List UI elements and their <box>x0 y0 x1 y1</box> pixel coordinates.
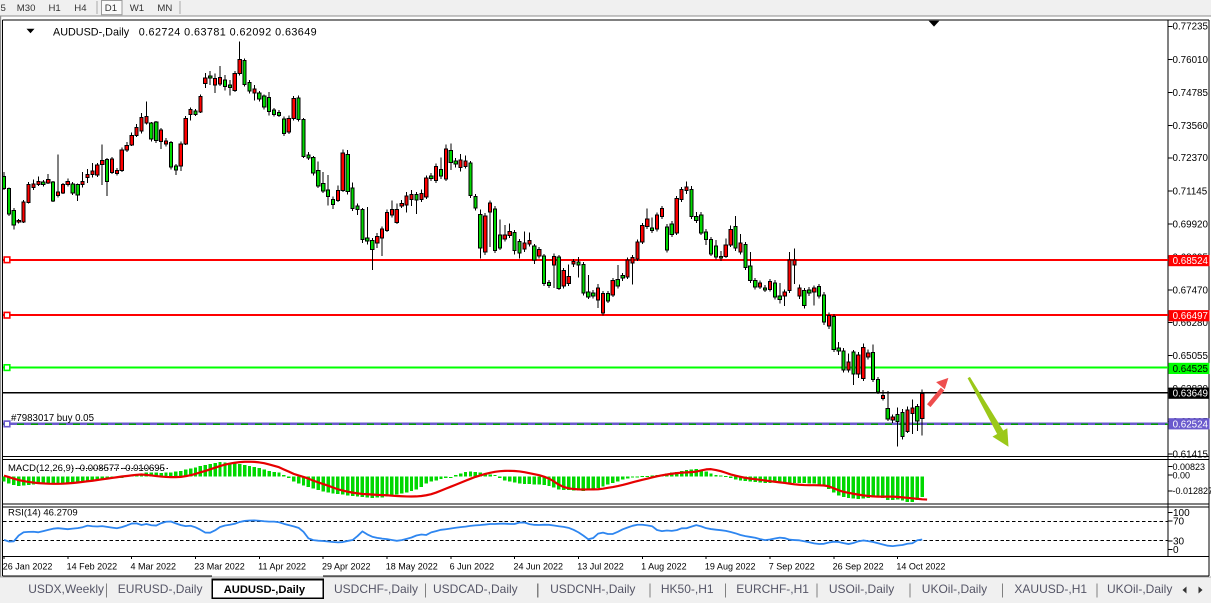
svg-text:D1: D1 <box>105 3 117 14</box>
svg-text:14 Oct 2022: 14 Oct 2022 <box>896 562 945 572</box>
svg-text:0.62724 0.63781 0.62092 0.6364: 0.62724 0.63781 0.62092 0.63649 <box>139 26 317 38</box>
svg-text:5: 5 <box>1 3 6 14</box>
svg-text:USOil-,Daily: USOil-,Daily <box>829 582 894 596</box>
svg-text:0.69920: 0.69920 <box>1173 219 1209 230</box>
svg-text:AUDUSD-,Daily: AUDUSD-,Daily <box>224 584 306 596</box>
svg-text:USDCNH-,Daily: USDCNH-,Daily <box>550 582 635 596</box>
svg-text:0.72370: 0.72370 <box>1173 153 1209 164</box>
svg-text:H4: H4 <box>74 3 87 14</box>
svg-text:100: 100 <box>1173 508 1190 519</box>
svg-text:RSI(14) 46.2709: RSI(14) 46.2709 <box>8 508 78 519</box>
svg-text:0.67470: 0.67470 <box>1173 286 1209 297</box>
svg-text:30: 30 <box>1173 536 1185 547</box>
svg-text:0.65055: 0.65055 <box>1173 351 1209 362</box>
svg-text:19 Aug 2022: 19 Aug 2022 <box>705 562 756 572</box>
svg-text:0.73560: 0.73560 <box>1173 121 1209 132</box>
svg-text:70: 70 <box>1173 517 1185 528</box>
svg-text:11 Apr 2022: 11 Apr 2022 <box>258 562 306 572</box>
svg-text:0.00: 0.00 <box>1173 470 1191 480</box>
svg-text:0.74785: 0.74785 <box>1173 88 1209 99</box>
svg-text:29 Apr 2022: 29 Apr 2022 <box>322 562 371 572</box>
svg-text:UKOil-,Daily: UKOil-,Daily <box>922 582 987 596</box>
svg-text:14 Feb 2022: 14 Feb 2022 <box>67 562 118 572</box>
svg-text:0.66497: 0.66497 <box>1173 311 1208 322</box>
svg-text:4 Mar 2022: 4 Mar 2022 <box>130 562 176 572</box>
svg-text:EURCHF-,H1: EURCHF-,H1 <box>736 582 809 596</box>
svg-text:UKOil-,Daily: UKOil-,Daily <box>1107 582 1172 596</box>
svg-text:0: 0 <box>1173 545 1179 556</box>
svg-text:0.64525: 0.64525 <box>1173 364 1209 375</box>
svg-text:EURUSD-,Daily: EURUSD-,Daily <box>118 582 203 596</box>
svg-text:26 Jan 2022: 26 Jan 2022 <box>3 562 53 572</box>
svg-text:23 Mar 2022: 23 Mar 2022 <box>194 562 245 572</box>
svg-text:6 Jun 2022: 6 Jun 2022 <box>450 562 495 572</box>
svg-text:18 May 2022: 18 May 2022 <box>386 562 438 572</box>
svg-text:H1: H1 <box>49 3 61 14</box>
svg-text:MN: MN <box>157 3 172 14</box>
svg-text:1 Aug 2022: 1 Aug 2022 <box>641 562 687 572</box>
svg-text:USDX,Weekly: USDX,Weekly <box>28 582 104 596</box>
svg-text:XAUUSD-,H1: XAUUSD-,H1 <box>1014 582 1087 596</box>
svg-text:0.63649: 0.63649 <box>1173 389 1208 400</box>
svg-text:AUDUSD-,Daily: AUDUSD-,Daily <box>53 26 130 38</box>
svg-text:USDCAD-,Daily: USDCAD-,Daily <box>433 582 518 596</box>
svg-text:M30: M30 <box>17 3 36 14</box>
svg-text:0.61415: 0.61415 <box>1173 449 1209 460</box>
svg-text:0.00823: 0.00823 <box>1173 462 1206 472</box>
svg-text:#7983017 buy 0.05: #7983017 buy 0.05 <box>11 413 94 424</box>
svg-text:MACD(12,26,9) -0.008577 -0.010: MACD(12,26,9) -0.008577 -0.010695 <box>8 463 165 474</box>
svg-text:0.66280: 0.66280 <box>1173 318 1209 329</box>
svg-text:-0.012827: -0.012827 <box>1173 486 1211 496</box>
svg-text:0.62524: 0.62524 <box>1173 419 1209 430</box>
svg-text:0.71145: 0.71145 <box>1173 186 1208 197</box>
svg-text:24 Jun 2022: 24 Jun 2022 <box>513 562 563 572</box>
svg-text:USDCHF-,Daily: USDCHF-,Daily <box>334 582 418 596</box>
svg-text:0.77235: 0.77235 <box>1173 22 1209 33</box>
svg-text:0.76010: 0.76010 <box>1173 55 1209 66</box>
svg-text:HK50-,H1: HK50-,H1 <box>661 582 714 596</box>
svg-text:0.68524: 0.68524 <box>1173 256 1209 267</box>
svg-text:7 Sep 2022: 7 Sep 2022 <box>769 562 815 572</box>
svg-text:26 Sep 2022: 26 Sep 2022 <box>833 562 884 572</box>
svg-text:W1: W1 <box>130 3 144 14</box>
svg-text:13 Jul 2022: 13 Jul 2022 <box>577 562 624 572</box>
